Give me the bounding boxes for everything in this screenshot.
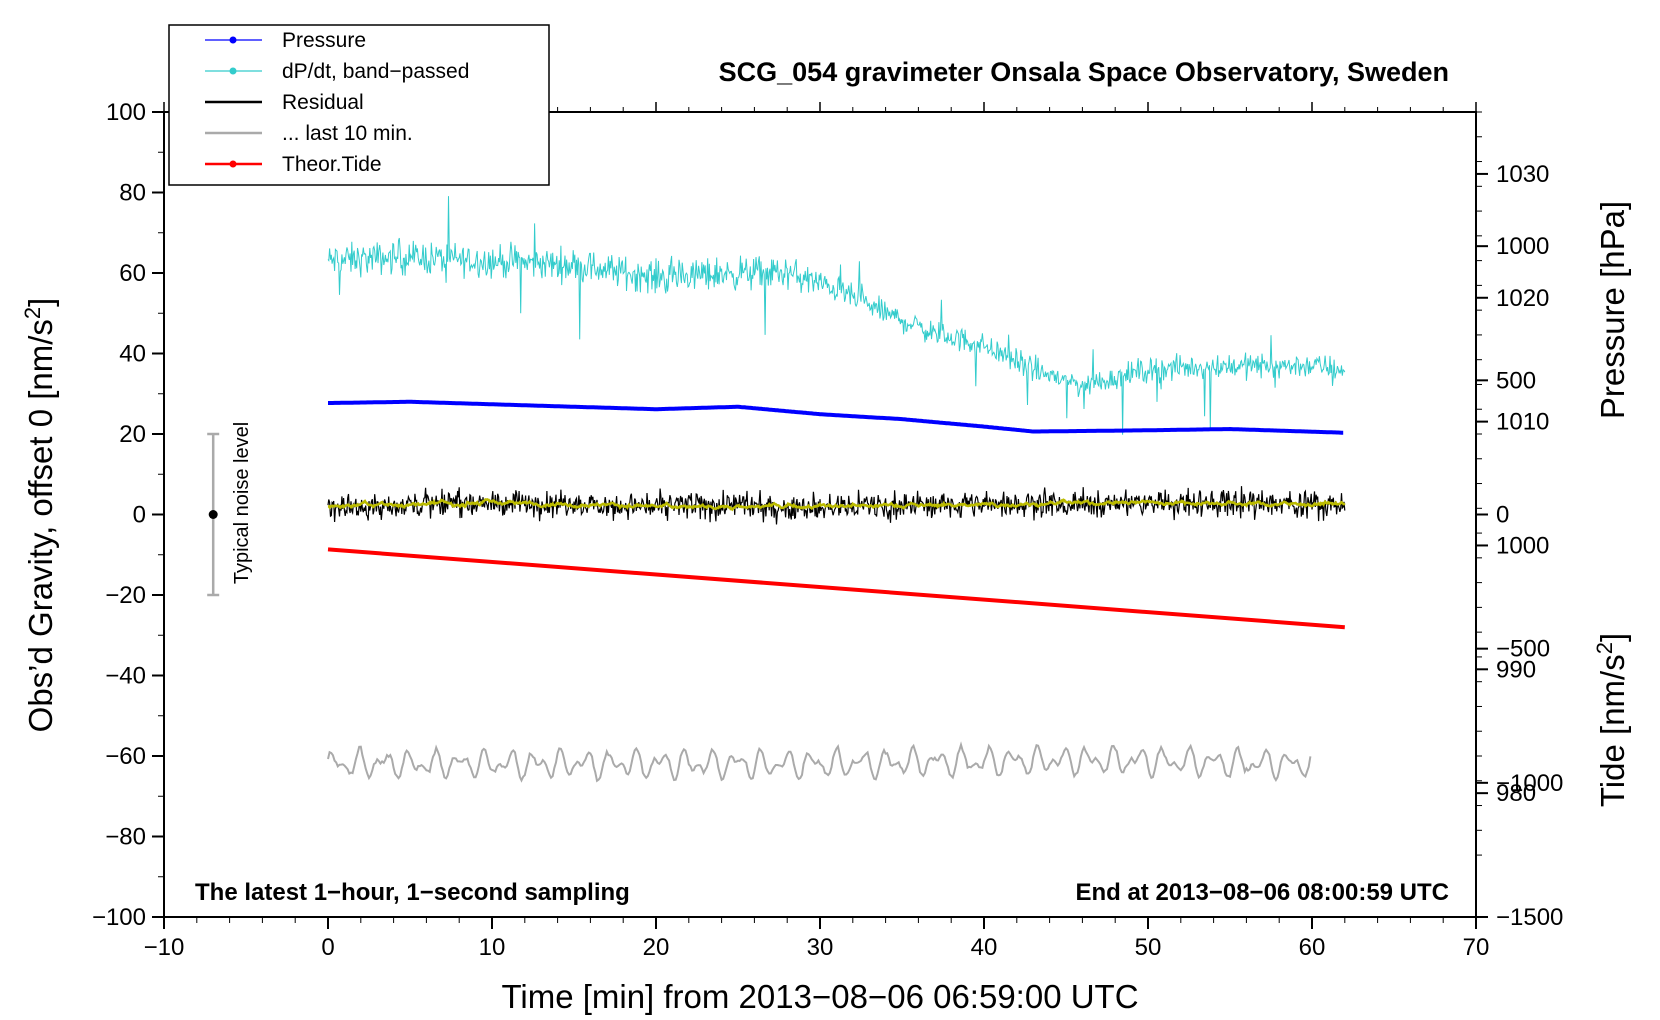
y-tick-label-3: 40 <box>119 341 146 368</box>
y-axis-ticks: 100 80 60 40 20 0 −20 −40 −60 −80 −100 <box>92 99 164 931</box>
minor-ticks <box>158 107 1482 923</box>
tide-tick-label-4: −1000 <box>1496 770 1563 797</box>
tide-axis-label-text: Tide <box>1594 744 1631 807</box>
noise-label: Typical noise level <box>231 422 253 584</box>
chart-title: SCG_054 gravimeter Onsala Space Observat… <box>719 57 1449 87</box>
pressure-tick-label-1: 1020 <box>1496 285 1549 312</box>
y-axis-label-unit: [nm/s <box>22 319 59 400</box>
tide-tick-label-2: 0 <box>1496 502 1509 529</box>
y-tick-label-1: 80 <box>119 180 146 207</box>
y-tick-label-6: −20 <box>105 582 146 609</box>
x-tick-label-1: 0 <box>321 934 334 961</box>
y-axis-label: Obs’d Gravity, offset 0 [nm/s2] <box>20 298 59 733</box>
x-tick-label-0: −10 <box>144 934 185 961</box>
y-tick-label-8: −60 <box>105 743 146 770</box>
x-tick-label-7: 60 <box>1299 934 1326 961</box>
pressure-tick-label-5: 980 <box>1496 780 1536 807</box>
tide-series-line <box>327 547 1345 630</box>
x-tick-label-3: 20 <box>643 934 670 961</box>
dpdt-series-line <box>327 196 1346 435</box>
right-note: End at 2013−08−06 08:00:59 UTC <box>1075 879 1449 906</box>
noise-bar <box>207 432 220 597</box>
legend-marker-0 <box>229 36 237 44</box>
tide-tick-label-5: −1500 <box>1496 904 1563 931</box>
legend-label-4: Theor.Tide <box>282 153 382 176</box>
y-axis-label-exponent: 2 <box>20 307 45 319</box>
legend-box <box>168 24 550 186</box>
y-axis-label-close: ] <box>22 298 59 307</box>
tide-tick-label-0: 1000 <box>1496 233 1549 260</box>
y-tick-label-5: 0 <box>133 502 146 529</box>
left-note: The latest 1−hour, 1−second sampling <box>195 879 630 906</box>
legend-label-1: dP/dt, band−passed <box>282 60 469 83</box>
legend-label-0: Pressure <box>282 29 366 52</box>
x-tick-label-5: 40 <box>971 934 998 961</box>
x-axis-label: Time [min] from 2013−08−06 06:59:00 UTC <box>501 978 1138 1015</box>
series-layer <box>327 196 1346 783</box>
residual-smoothed-line <box>327 498 1346 512</box>
pressure-tick-label-0: 1030 <box>1496 161 1549 188</box>
noise-bar-center <box>208 510 218 519</box>
legend-marker-1 <box>229 67 237 75</box>
x-tick-label-2: 10 <box>479 934 506 961</box>
y-tick-label-7: −40 <box>105 663 146 690</box>
last-10-min-series-line <box>327 741 1312 783</box>
tide-axis-label-exponent: 2 <box>1592 642 1617 654</box>
pressure-series-line <box>328 399 1344 435</box>
legend: Pressure dP/dt, band−passed Residual ... la… <box>168 24 550 186</box>
x-tick-label-6: 50 <box>1135 934 1162 961</box>
tide-tick-label-1: 500 <box>1496 367 1536 394</box>
y-tick-label-0: 100 <box>106 99 146 126</box>
legend-label-2: Residual <box>282 91 364 114</box>
tide-axis-label-close: ] <box>1594 633 1631 642</box>
pressure-tick-label-4: 990 <box>1496 656 1536 683</box>
pressure-axis-label: Pressure [hPa] <box>1594 201 1631 419</box>
x-tick-label-8: 70 <box>1463 934 1490 961</box>
y-tick-label-4: 20 <box>119 421 146 448</box>
pressure-tick-label-2: 1010 <box>1496 409 1549 436</box>
tide-axis-label-unit: [nm/s <box>1594 654 1631 735</box>
y-tick-label-2: 60 <box>119 260 146 287</box>
x-tick-label-4: 30 <box>807 934 834 961</box>
y-tick-label-9: −80 <box>105 824 146 851</box>
tide-axis-label: Tide [nm/s2] <box>1592 633 1631 807</box>
y-axis-label-text: Obs’d Gravity, offset 0 <box>22 409 59 732</box>
tide-tick-label-3: −500 <box>1496 636 1550 663</box>
legend-marker-4 <box>229 160 237 168</box>
legend-label-3: ... last 10 min. <box>282 122 413 145</box>
tide-axis-ticks: 1000 500 0 −500 −1000 −1500 <box>1476 233 1563 931</box>
y-tick-label-10: −100 <box>92 904 146 931</box>
pressure-axis-ticks: 1030 1020 1010 1000 990 980 <box>1476 161 1549 807</box>
pressure-tick-label-3: 1000 <box>1496 532 1549 559</box>
